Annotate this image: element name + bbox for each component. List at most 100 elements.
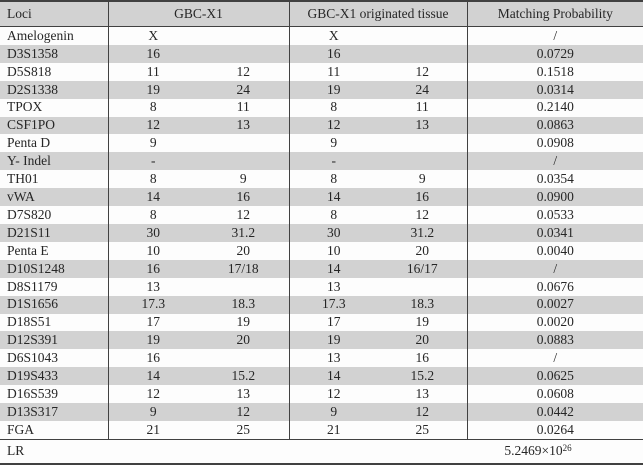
probability-cell: 0.0608: [536, 385, 574, 401]
header-row: Loci GBC-X1 GBC-X1 originated tissue Mat…: [0, 1, 643, 27]
probability-cell: 0.0900: [536, 189, 574, 205]
loci-cell: D2S1338: [0, 80, 109, 99]
probability-cell: 0.0314: [536, 81, 574, 97]
gbc-allele-2-cell: [198, 349, 290, 368]
gbc-allele-2-cell: 31.2: [198, 223, 290, 242]
tissue-allele-2-cell: [378, 152, 468, 171]
gbc-allele-2-cell: 20: [198, 331, 290, 350]
column-header-gbc-x1: GBC-X1: [108, 1, 290, 27]
tissue-allele-2-cell: [378, 134, 468, 153]
column-header-matching-probability: Matching Probability: [497, 5, 613, 21]
gbc-allele-1-cell: 30: [146, 224, 161, 240]
tissue-allele-1-cell: X: [328, 27, 339, 43]
probability-cell: 0.0863: [536, 117, 574, 133]
probability-cell: 0.2140: [536, 99, 574, 115]
loci-cell: Penta E: [0, 241, 109, 260]
table-row: CSF1PO 12 13 12 13 0.0863: [0, 116, 643, 135]
tissue-allele-1-cell: 19: [327, 332, 341, 348]
probability-cell: 0.0040: [536, 242, 574, 258]
column-header-loci: Loci: [0, 1, 109, 27]
probability-cell: /: [553, 153, 558, 169]
tissue-allele-2-cell: 24: [378, 80, 468, 99]
probability-cell: 0.0908: [536, 135, 574, 151]
loci-cell: D5S818: [0, 62, 109, 81]
gbc-allele-2-cell: 19: [198, 313, 290, 332]
tissue-allele-2-cell: 16: [378, 349, 468, 368]
tissue-allele-1-cell: 30: [327, 224, 341, 240]
loci-cell: TH01: [0, 170, 109, 189]
table-row: D18S51 17 19 17 19 0.0020: [0, 313, 643, 332]
lr-value: 5.2469×1026: [467, 440, 643, 465]
tissue-allele-1-cell: 17.3: [321, 296, 346, 312]
tissue-allele-1-cell: 8: [330, 171, 338, 187]
tissue-allele-2-cell: 13: [378, 116, 468, 135]
gbc-allele-2-cell: [198, 44, 290, 63]
probability-cell: 0.0020: [536, 314, 574, 330]
table-row: Penta E 10 20 10 20 0.0040: [0, 241, 643, 260]
gbc-allele-2-cell: 11: [198, 98, 290, 117]
gbc-allele-1-cell: 10: [146, 242, 161, 258]
gbc-allele-1-cell: 19: [146, 81, 161, 97]
loci-cell: FGA: [0, 420, 109, 440]
tissue-allele-1-cell: 9: [330, 135, 338, 151]
tissue-allele-2-cell: 11: [378, 98, 468, 117]
tissue-allele-2-cell: 20: [378, 241, 468, 260]
tissue-allele-1-cell: 11: [327, 63, 341, 79]
gbc-allele-1-cell: 8: [149, 171, 157, 187]
table-row: D3S1358 16 16 0.0729: [0, 44, 643, 63]
tissue-allele-1-cell: 13: [327, 350, 341, 366]
gbc-allele-1-cell: 9: [149, 135, 157, 151]
tissue-allele-2-cell: [378, 44, 468, 63]
table-row: Amelogenin X X /: [0, 26, 643, 45]
gbc-allele-2-cell: 20: [198, 241, 290, 260]
probability-cell: 0.0264: [536, 421, 574, 437]
loci-cell: D18S51: [0, 313, 109, 332]
loci-cell: CSF1PO: [0, 116, 109, 135]
gbc-allele-2-cell: 13: [198, 116, 290, 135]
gbc-allele-1-cell: 17.3: [141, 296, 166, 312]
probability-cell: 0.0883: [536, 332, 574, 348]
loci-cell: TPOX: [0, 98, 109, 117]
tissue-allele-2-cell: 20: [378, 331, 468, 350]
gbc-allele-1-cell: 12: [146, 117, 161, 133]
table-row: D8S1179 13 13 0.0676: [0, 277, 643, 296]
probability-cell: 0.0625: [536, 368, 574, 384]
gbc-allele-1-cell: 14: [146, 368, 161, 384]
gbc-allele-1-cell: 16: [146, 260, 161, 276]
gbc-allele-2-cell: 25: [198, 420, 290, 440]
loci-cell: D6S1043: [0, 349, 109, 368]
table-row: FGA 21 25 21 25 0.0264: [0, 420, 643, 440]
tissue-allele-2-cell: 19: [378, 313, 468, 332]
table-row: D7S820 8 12 8 12 0.0533: [0, 206, 643, 224]
gbc-allele-2-cell: 24: [198, 80, 290, 99]
table-body: Amelogenin X X / D3S1358 16 16 0.0729 D5…: [0, 26, 643, 440]
table-row: D2S1338 19 24 19 24 0.0314: [0, 80, 643, 99]
gbc-allele-2-cell: 16: [198, 188, 290, 207]
gbc-allele-1-cell: 17: [146, 314, 161, 330]
table-row: D1S1656 17.3 18.3 17.3 18.3 0.0027: [0, 295, 643, 314]
tissue-allele-2-cell: 18.3: [378, 295, 468, 314]
probability-cell: 0.0533: [536, 206, 574, 222]
tissue-allele-1-cell: 17: [327, 314, 341, 330]
probability-cell: 0.0729: [536, 45, 574, 61]
tissue-allele-2-cell: 12: [378, 403, 468, 421]
lr-label: LR: [7, 443, 25, 459]
gbc-allele-2-cell: 18.3: [198, 295, 290, 314]
gbc-allele-1-cell: 16: [146, 45, 161, 61]
gbc-allele-2-cell: [198, 26, 290, 45]
table-row: D6S1043 16 13 16 /: [0, 349, 643, 368]
table-row: D19S433 14 15.2 14 15.2 0.0625: [0, 367, 643, 386]
table-row: D21S11 30 31.2 30 31.2 0.0341: [0, 223, 643, 242]
gbc-allele-2-cell: 12: [198, 403, 290, 421]
table-row: TH01 8 9 8 9 0.0354: [0, 170, 643, 189]
tissue-allele-1-cell: 9: [330, 403, 338, 419]
lr-value-exponent: 26: [562, 443, 572, 454]
tissue-allele-1-cell: 16: [327, 45, 341, 61]
tissue-allele-2-cell: 16: [378, 188, 468, 207]
tissue-allele-1-cell: 12: [327, 117, 341, 133]
tissue-allele-1-cell: 13: [327, 278, 341, 294]
table-row: vWA 14 16 14 16 0.0900: [0, 188, 643, 207]
table-row: D10S1248 16 17/18 14 16/17 /: [0, 259, 643, 278]
gbc-allele-2-cell: 12: [198, 206, 290, 224]
column-header-gbc-x1-originated-tissue: GBC-X1 originated tissue: [289, 1, 468, 27]
